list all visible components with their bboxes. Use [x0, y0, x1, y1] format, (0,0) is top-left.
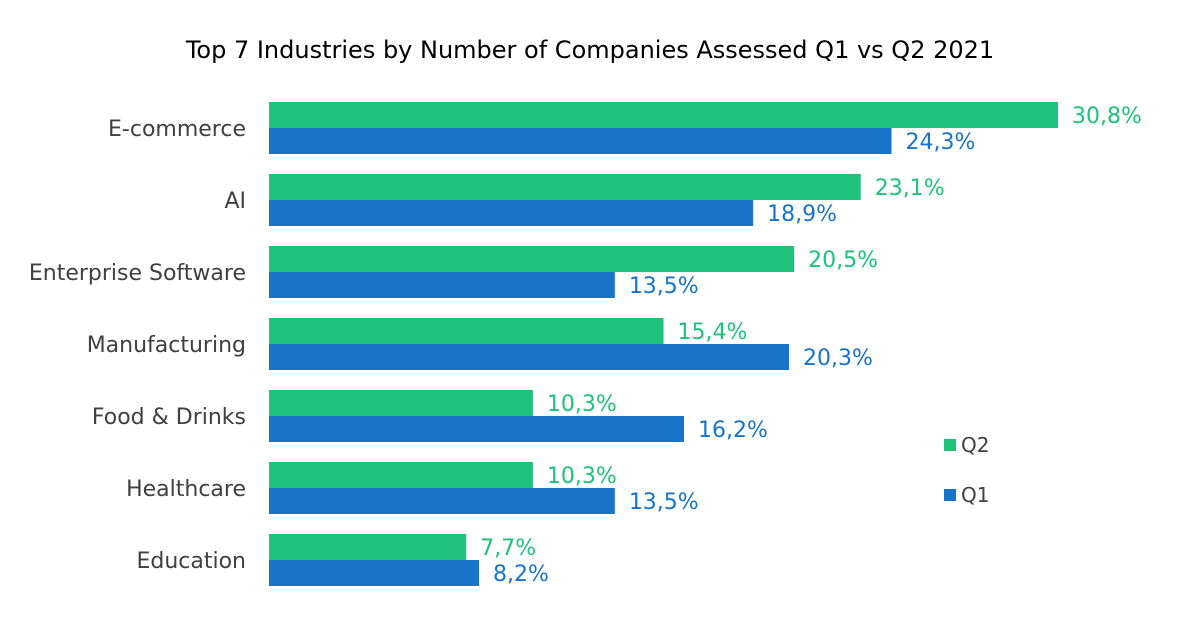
- bar-q1: [269, 416, 684, 442]
- category-labels: E-commerce AI Enterprise Software Manufactu…: [29, 117, 246, 574]
- chart-title: Top 7 Industries by Number of Companies …: [185, 36, 994, 64]
- data-label-q2: 20,5%: [808, 248, 878, 273]
- data-label-q1: 13,5%: [629, 274, 699, 299]
- data-label-q1: 16,2%: [698, 418, 768, 443]
- legend-swatch-q2: [944, 439, 956, 451]
- bar-q2: [269, 462, 533, 488]
- data-label-q1: 18,9%: [767, 202, 837, 227]
- data-label-q2: 7,7%: [480, 536, 536, 561]
- category-label: AI: [224, 189, 246, 214]
- data-label-q1: 24,3%: [905, 130, 975, 155]
- bar-q1: [269, 488, 615, 514]
- data-label-q2: 30,8%: [1072, 104, 1142, 129]
- data-label-q2: 23,1%: [875, 176, 945, 201]
- bar-q1: [269, 272, 615, 298]
- bar-q1: [269, 560, 480, 586]
- data-label-q1: 20,3%: [803, 346, 873, 371]
- bar-q2: [269, 318, 664, 344]
- category-label: Manufacturing: [87, 333, 246, 358]
- category-label: Enterprise Software: [29, 261, 246, 286]
- bar-q2: [269, 390, 533, 416]
- legend-label-q2: Q2: [961, 433, 989, 457]
- data-label-q2: 15,4%: [678, 320, 748, 345]
- data-label-q1: 8,2%: [493, 562, 549, 587]
- bar-q1: [269, 344, 790, 370]
- bar-q2: [269, 174, 861, 200]
- legend: Q2 Q1: [944, 433, 989, 507]
- category-label: Food & Drinks: [92, 405, 246, 430]
- bar-q2: [269, 246, 795, 272]
- bars: [269, 102, 1058, 586]
- bar-q1: [269, 128, 892, 154]
- data-label-q2: 10,3%: [547, 464, 617, 489]
- category-label: Education: [136, 549, 246, 574]
- value-labels: 30,8% 24,3% 23,1% 18,9% 20,5% 13,5% 15,4% 20,3%…: [480, 104, 1142, 587]
- legend-label-q1: Q1: [961, 483, 989, 507]
- data-label-q1: 13,5%: [629, 490, 699, 515]
- bar-q2: [269, 534, 467, 560]
- category-label: Healthcare: [126, 477, 246, 502]
- legend-swatch-q1: [944, 489, 956, 501]
- bar-q2: [269, 102, 1058, 128]
- category-label: E-commerce: [108, 117, 246, 142]
- data-label-q2: 10,3%: [547, 392, 617, 417]
- bar-q1: [269, 200, 754, 226]
